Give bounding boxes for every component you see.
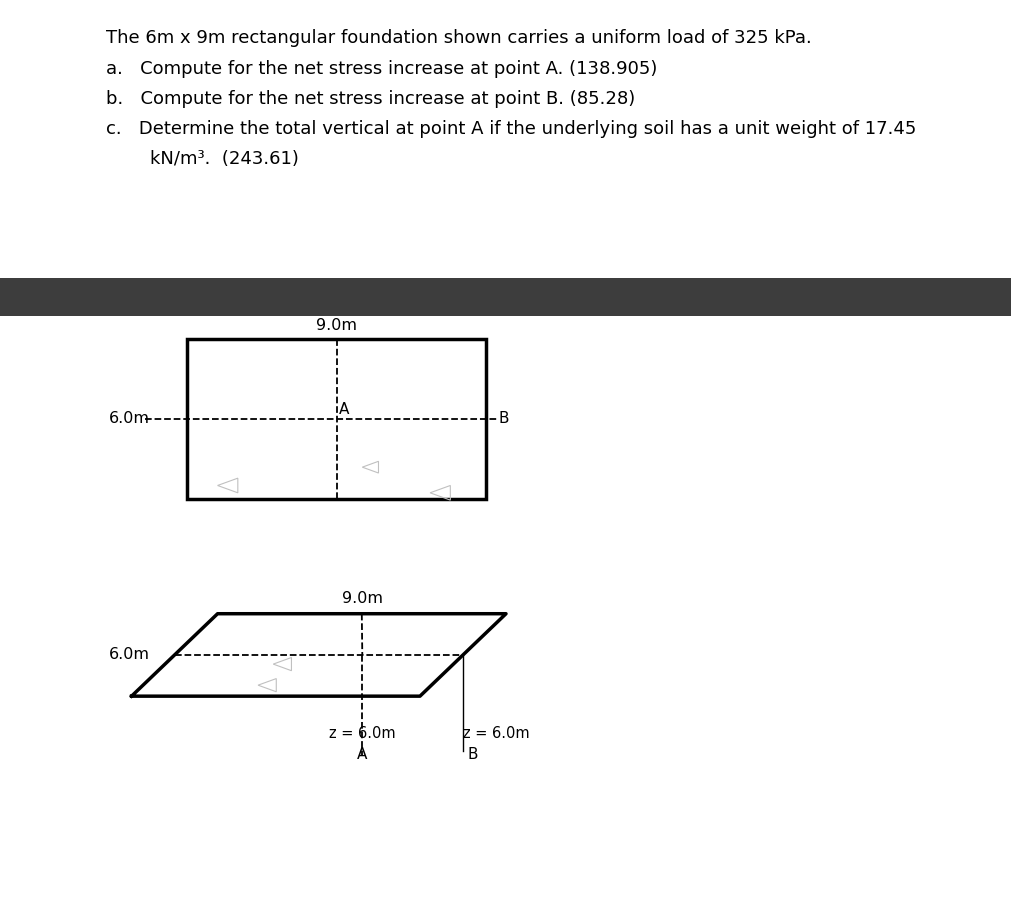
Text: c.   Determine the total vertical at point A if the underlying soil has a unit w: c. Determine the total vertical at point… xyxy=(106,120,916,138)
Text: A: A xyxy=(357,747,367,761)
Text: 6.0m: 6.0m xyxy=(108,648,150,662)
Text: A: A xyxy=(339,402,349,417)
Text: 9.0m: 9.0m xyxy=(316,319,357,333)
Text: The 6m x 9m rectangular foundation shown carries a uniform load of 325 kPa.: The 6m x 9m rectangular foundation shown… xyxy=(106,29,811,48)
Text: B: B xyxy=(467,747,477,761)
Text: 6.0m: 6.0m xyxy=(108,411,150,426)
Text: kN/m³.  (243.61): kN/m³. (243.61) xyxy=(150,150,298,169)
Text: b.   Compute for the net stress increase at point B. (85.28): b. Compute for the net stress increase a… xyxy=(106,90,635,108)
Text: a.   Compute for the net stress increase at point A. (138.905): a. Compute for the net stress increase a… xyxy=(106,60,657,78)
Text: 9.0m: 9.0m xyxy=(342,592,382,606)
Text: z = 6.0m: z = 6.0m xyxy=(463,726,530,741)
Text: B: B xyxy=(498,411,509,426)
Bar xyxy=(0,278,1011,316)
Bar xyxy=(187,339,485,499)
Text: z = 6.0m: z = 6.0m xyxy=(329,726,395,741)
